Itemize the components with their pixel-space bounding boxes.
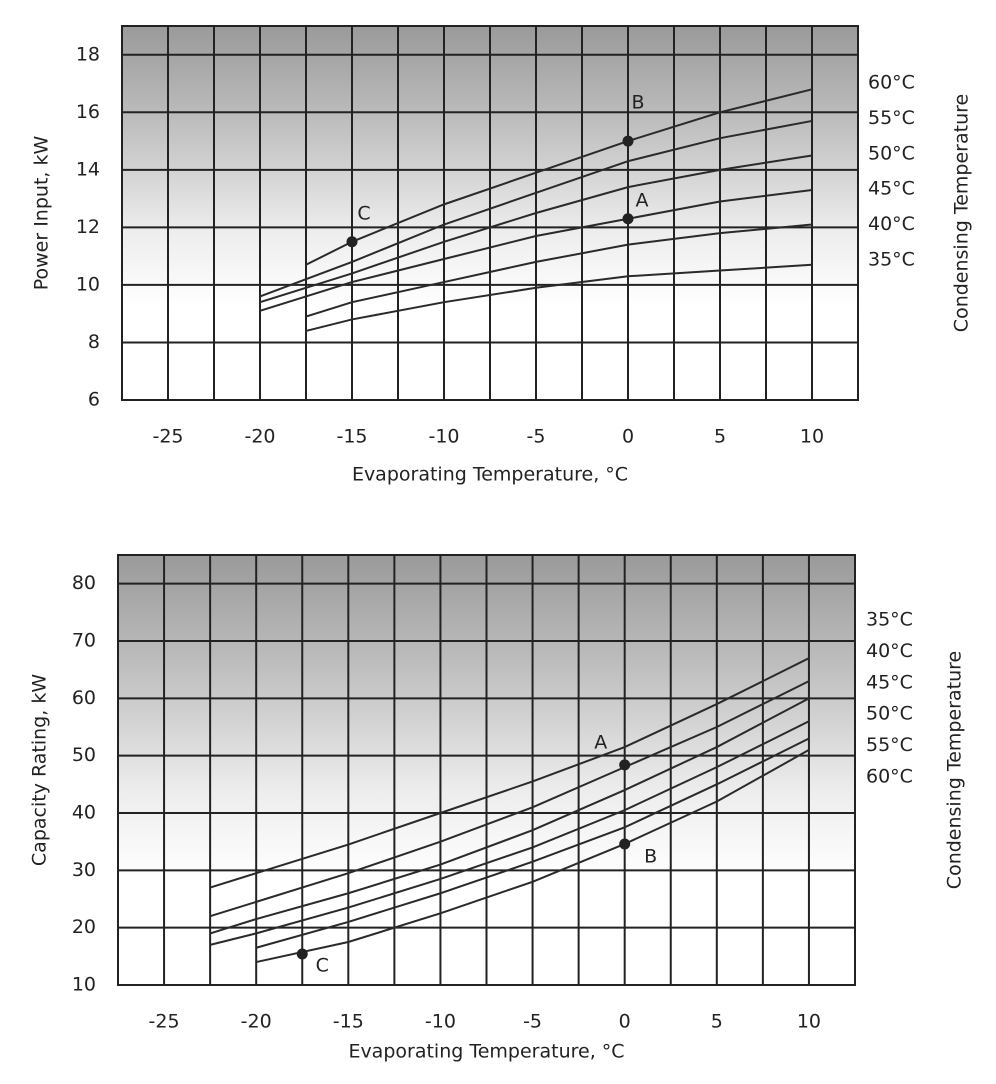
y-tick-label: 40: [72, 802, 96, 824]
y-tick-label: 6: [88, 389, 100, 411]
legend-entry: 40°C: [868, 213, 915, 235]
curve: [259, 188, 813, 312]
curve: [209, 657, 810, 889]
x-tick-label: -15: [336, 426, 367, 448]
legend-entry: 35°C: [868, 249, 915, 271]
point-label: B: [644, 845, 657, 867]
point-marker: [622, 213, 634, 225]
x-axis-label: Evaporating Temperature, °C: [348, 1041, 624, 1063]
curve: [259, 119, 813, 298]
y-tick-label: 80: [72, 572, 96, 594]
x-tick-label: 0: [619, 1011, 631, 1033]
y-tick-label: 70: [72, 630, 96, 652]
point-label: C: [316, 955, 329, 977]
x-tick-label: -5: [527, 426, 546, 448]
x-tick-label: 10: [800, 426, 824, 448]
x-tick-label: -25: [152, 426, 183, 448]
legend-entry: 45°C: [868, 178, 915, 200]
point-marker: [619, 838, 631, 850]
x-tick-label: -10: [428, 426, 459, 448]
y-tick-label: 18: [76, 43, 100, 65]
legend-entry: 60°C: [866, 766, 913, 788]
y-tick-label: 20: [72, 916, 96, 938]
legend-entry: 40°C: [866, 640, 913, 662]
curve: [209, 697, 810, 935]
curve: [209, 680, 810, 918]
plot-frame: [121, 25, 859, 401]
y-axis-label: Power Input, kW: [31, 136, 53, 291]
point-label: C: [357, 202, 370, 224]
x-tick-label: 10: [797, 1011, 821, 1033]
legend-entry: 50°C: [868, 142, 915, 164]
point-marker: [296, 948, 308, 960]
y-axis-label: Capacity Rating, kW: [29, 674, 51, 866]
point-marker: [622, 135, 634, 147]
legend-title: Condensing Temperature: [944, 651, 966, 889]
point-label: A: [636, 189, 649, 211]
legend-entry: 60°C: [868, 72, 915, 94]
x-tick-label: 5: [714, 426, 726, 448]
curve: [255, 737, 810, 949]
curve: [259, 154, 813, 304]
point-marker: [346, 236, 358, 248]
y-tick-label: 16: [76, 101, 100, 123]
x-tick-label: -5: [523, 1011, 542, 1033]
legend-entry: 45°C: [866, 671, 913, 693]
point-label: A: [594, 731, 607, 753]
x-tick-label: 5: [711, 1011, 723, 1033]
plot-frame: [117, 554, 856, 986]
curve: [255, 749, 810, 964]
point-label: B: [631, 92, 644, 114]
curve: [305, 223, 813, 318]
x-tick-label: -15: [333, 1011, 364, 1033]
y-tick-label: 10: [72, 974, 96, 996]
y-tick-label: 12: [76, 216, 100, 238]
x-tick-label: -10: [425, 1011, 456, 1033]
x-axis-label: Evaporating Temperature, °C: [352, 464, 628, 486]
curve: [305, 263, 813, 332]
x-tick-label: -20: [241, 1011, 272, 1033]
legend-title: Condensing Temperature: [951, 94, 973, 332]
legend-entry: 35°C: [866, 609, 913, 631]
y-tick-label: 14: [76, 158, 100, 180]
legend-entry: 55°C: [868, 107, 915, 129]
y-tick-label: 8: [88, 331, 100, 353]
curve: [209, 720, 810, 946]
y-tick-label: 50: [72, 744, 96, 766]
x-tick-label: -20: [244, 426, 275, 448]
x-tick-label: -25: [149, 1011, 180, 1033]
y-tick-label: 30: [72, 859, 96, 881]
legend-entry: 55°C: [866, 734, 913, 756]
y-tick-label: 10: [76, 273, 100, 295]
legend-entry: 50°C: [866, 703, 913, 725]
y-tick-label: 60: [72, 687, 96, 709]
point-marker: [619, 759, 631, 771]
x-tick-label: 0: [622, 426, 634, 448]
